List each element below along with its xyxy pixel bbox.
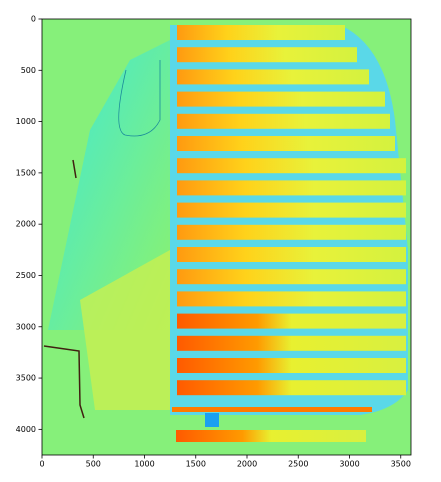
- field-stripe: [176, 430, 366, 442]
- y-tick-label: 3500: [16, 374, 36, 383]
- y-tick-label: 3000: [16, 322, 36, 331]
- x-tick-label: 1500: [186, 460, 206, 469]
- y-tick-label: 4000: [16, 425, 36, 434]
- x-tick-label: 0: [39, 460, 44, 469]
- y-tick-label: 2000: [16, 220, 36, 229]
- yellow-region: [80, 250, 175, 410]
- field-stripe: [177, 180, 406, 196]
- field-stripe: [177, 158, 406, 174]
- field-stripe: [177, 247, 406, 262]
- field-stripe: [177, 25, 345, 40]
- field-stripe: [177, 358, 406, 373]
- field-stripe: [177, 291, 406, 307]
- field-stripe: [177, 224, 406, 240]
- x-tick-label: 1000: [134, 460, 154, 469]
- y-tick-label: 1500: [16, 168, 36, 177]
- field-stripe: [177, 202, 406, 218]
- axes-frame: [41, 18, 412, 456]
- x-tick-label: 500: [86, 460, 101, 469]
- x-tick-label: 3500: [391, 460, 411, 469]
- track: [118, 60, 161, 137]
- field-stripe: [177, 335, 406, 351]
- field-stripe: [177, 113, 390, 129]
- x-tick-label: 2000: [237, 460, 257, 469]
- field-stripe: [177, 69, 369, 85]
- field-stripe: [177, 380, 406, 396]
- field-stripe: [177, 269, 406, 285]
- field-stripe: [177, 47, 357, 63]
- blue-patch: [205, 413, 219, 427]
- y-tick-label: 500: [21, 66, 36, 75]
- y-tick-label: 0: [31, 15, 36, 24]
- field-stripe: [177, 136, 395, 151]
- field-stripe: [177, 313, 406, 329]
- field-stripe: [177, 91, 385, 107]
- image: [42, 19, 411, 455]
- cyan-region: [48, 40, 172, 330]
- dark-line: [43, 345, 85, 419]
- y-tick-label: 2500: [16, 271, 36, 280]
- x-tick-label: 3000: [339, 460, 359, 469]
- field-stripe: [172, 407, 372, 412]
- y-tick-label: 1000: [16, 117, 36, 126]
- dark-line: [72, 159, 77, 179]
- x-tick-label: 2500: [288, 460, 308, 469]
